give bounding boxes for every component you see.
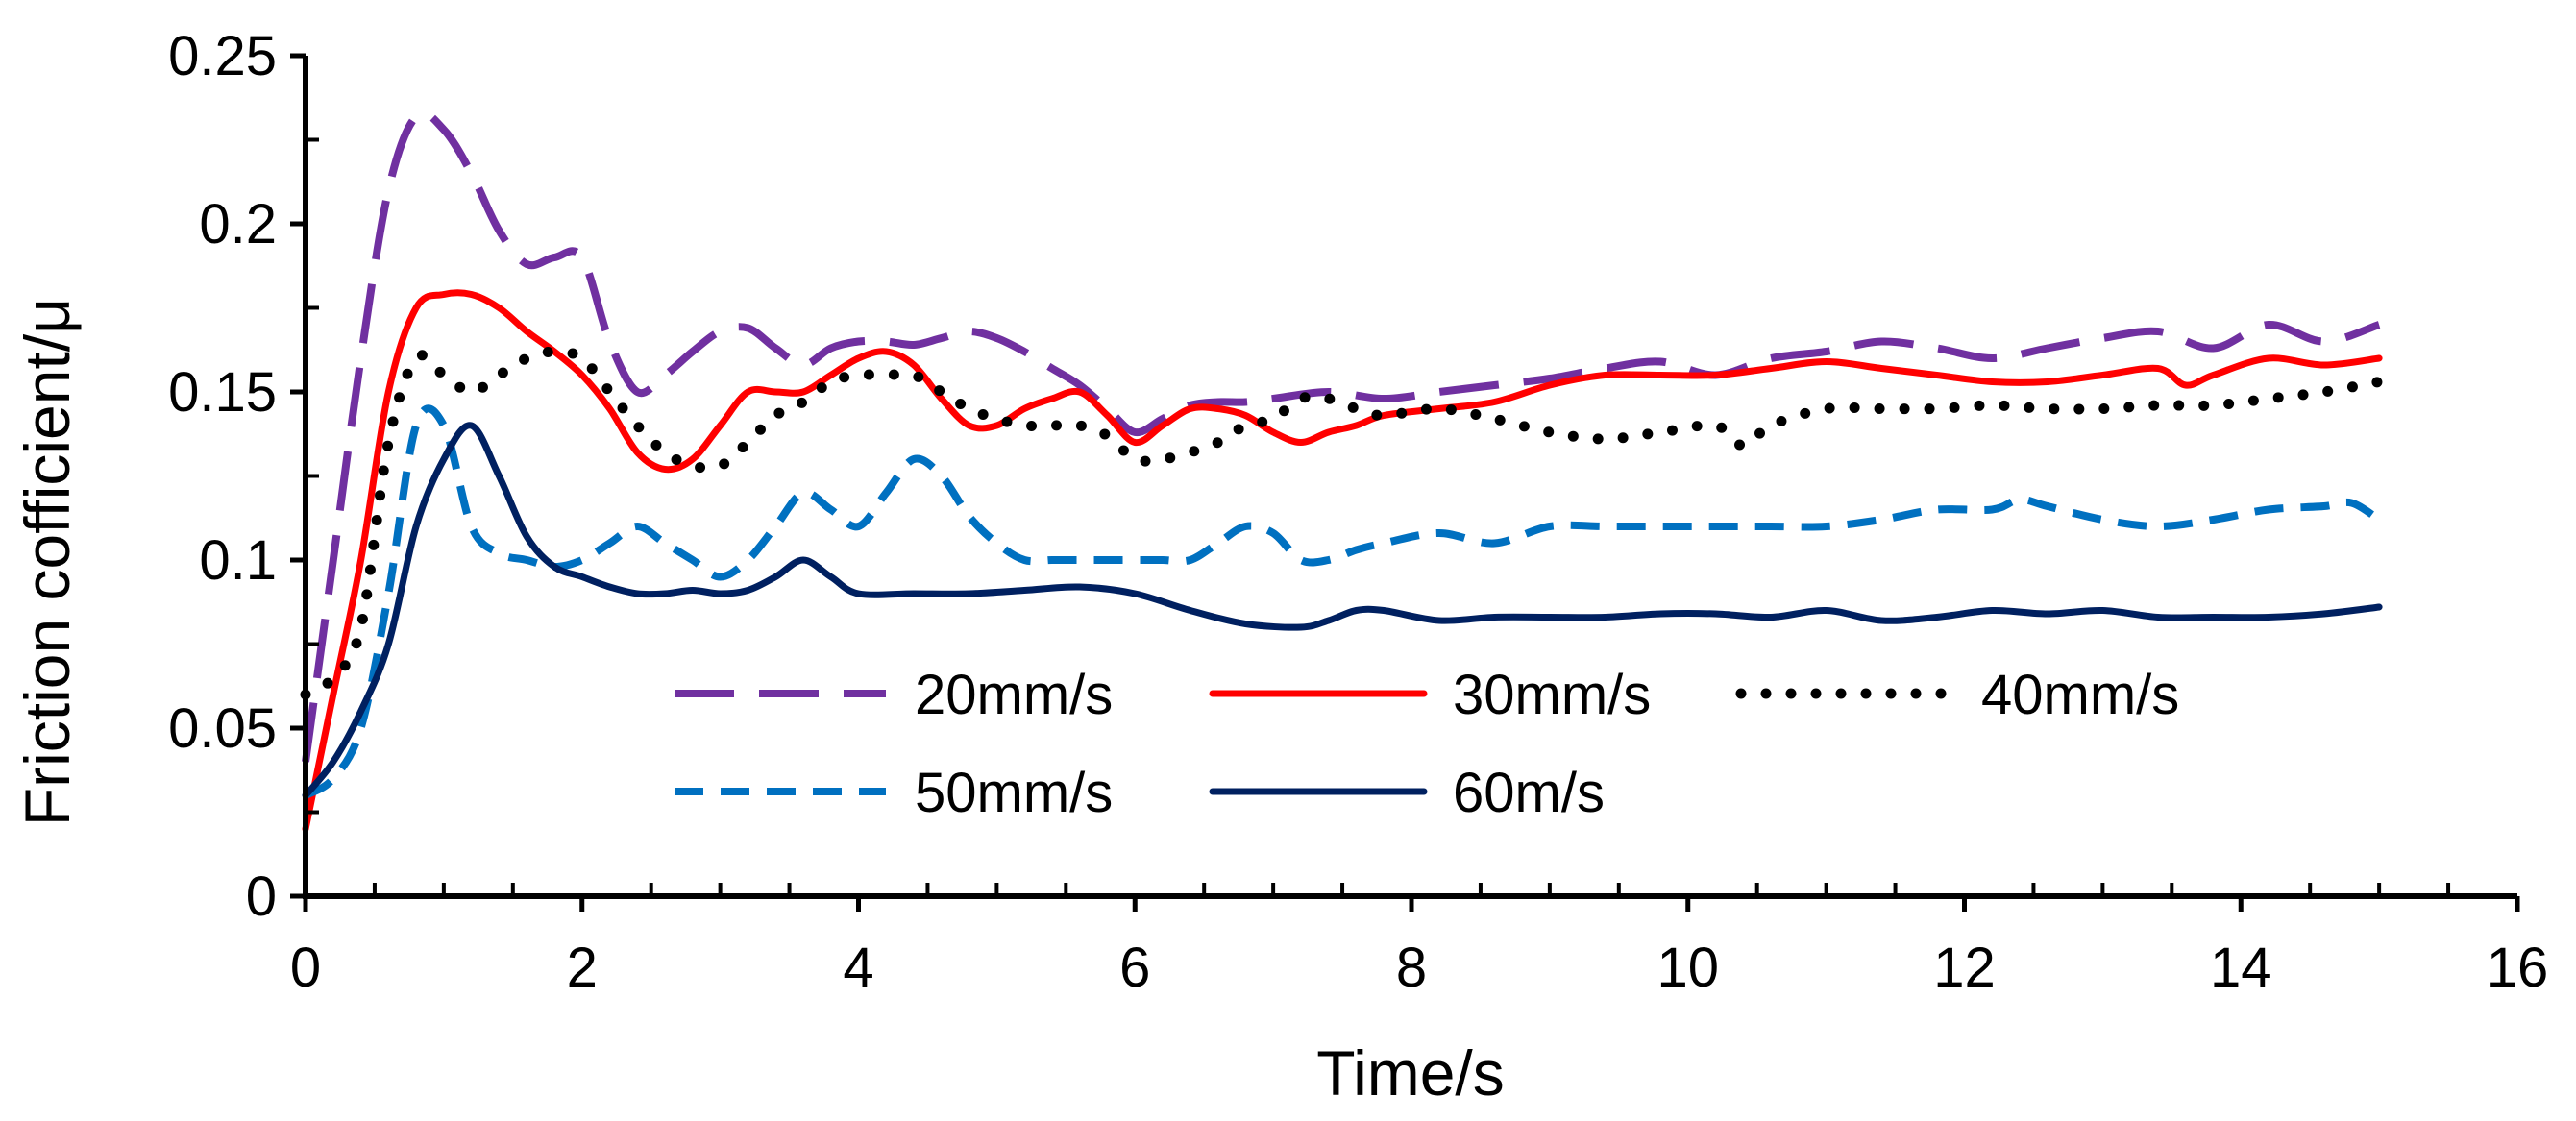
y-tick-label: 0.15: [168, 361, 277, 424]
legend-label-30mm-s: 30mm/s: [1453, 664, 1651, 726]
x-tick-label: 16: [2487, 937, 2549, 999]
legend-label-20mm-s: 20mm/s: [915, 664, 1113, 726]
legend-item-30mm-s: 30mm/s: [1209, 664, 1651, 726]
x-tick-label: 6: [1119, 937, 1150, 999]
x-axis-title: Time/s: [1316, 1037, 1505, 1109]
y-axis-title: Friction cofficient/μ: [12, 298, 83, 826]
legend-item-40mm-s: 40mm/s: [1735, 664, 2179, 726]
y-tick-label: 0.25: [168, 25, 277, 87]
x-tick-label: 4: [843, 937, 873, 999]
series-line-50mm-s: [303, 404, 2382, 799]
series-line-20mm-s: [302, 109, 2381, 763]
y-tick-label: 0.1: [199, 529, 277, 592]
x-tick-label: 8: [1396, 937, 1427, 999]
legend-item-20mm-s: 20mm/s: [675, 664, 1113, 726]
legend-label-60m-s: 60m/s: [1453, 762, 1605, 824]
y-tick-label: 0: [246, 865, 277, 928]
y-tick-label: 0.05: [168, 697, 277, 760]
x-tick-label: 0: [290, 937, 321, 999]
series-line-30mm-s: [302, 289, 2383, 833]
legend-label-50mm-s: 50mm/s: [915, 762, 1113, 824]
legend-label-40mm-s: 40mm/s: [1981, 664, 2179, 726]
x-tick-label: 14: [2210, 937, 2272, 999]
series-line-60m-s: [302, 422, 2383, 799]
series-line-40mm-s: [300, 346, 2385, 700]
series-layer: [300, 109, 2385, 833]
x-tick-label: 12: [1933, 937, 1996, 999]
y-tick-label: 0.2: [199, 193, 277, 256]
x-tick-label: 2: [567, 937, 598, 999]
axes-layer: 0 0.05 0.1 0.15 0.2 0.25 0 2 4 6 8 10 12 14 16: [168, 25, 2548, 999]
legend-item-60m-s: 60m/s: [1209, 762, 1605, 824]
legend-item-50mm-s: 50mm/s: [675, 762, 1113, 824]
legend: 20mm/s 30mm/s 40mm/s 50mm/s 60m/s: [675, 664, 2179, 824]
x-tick-label: 10: [1656, 937, 1719, 999]
